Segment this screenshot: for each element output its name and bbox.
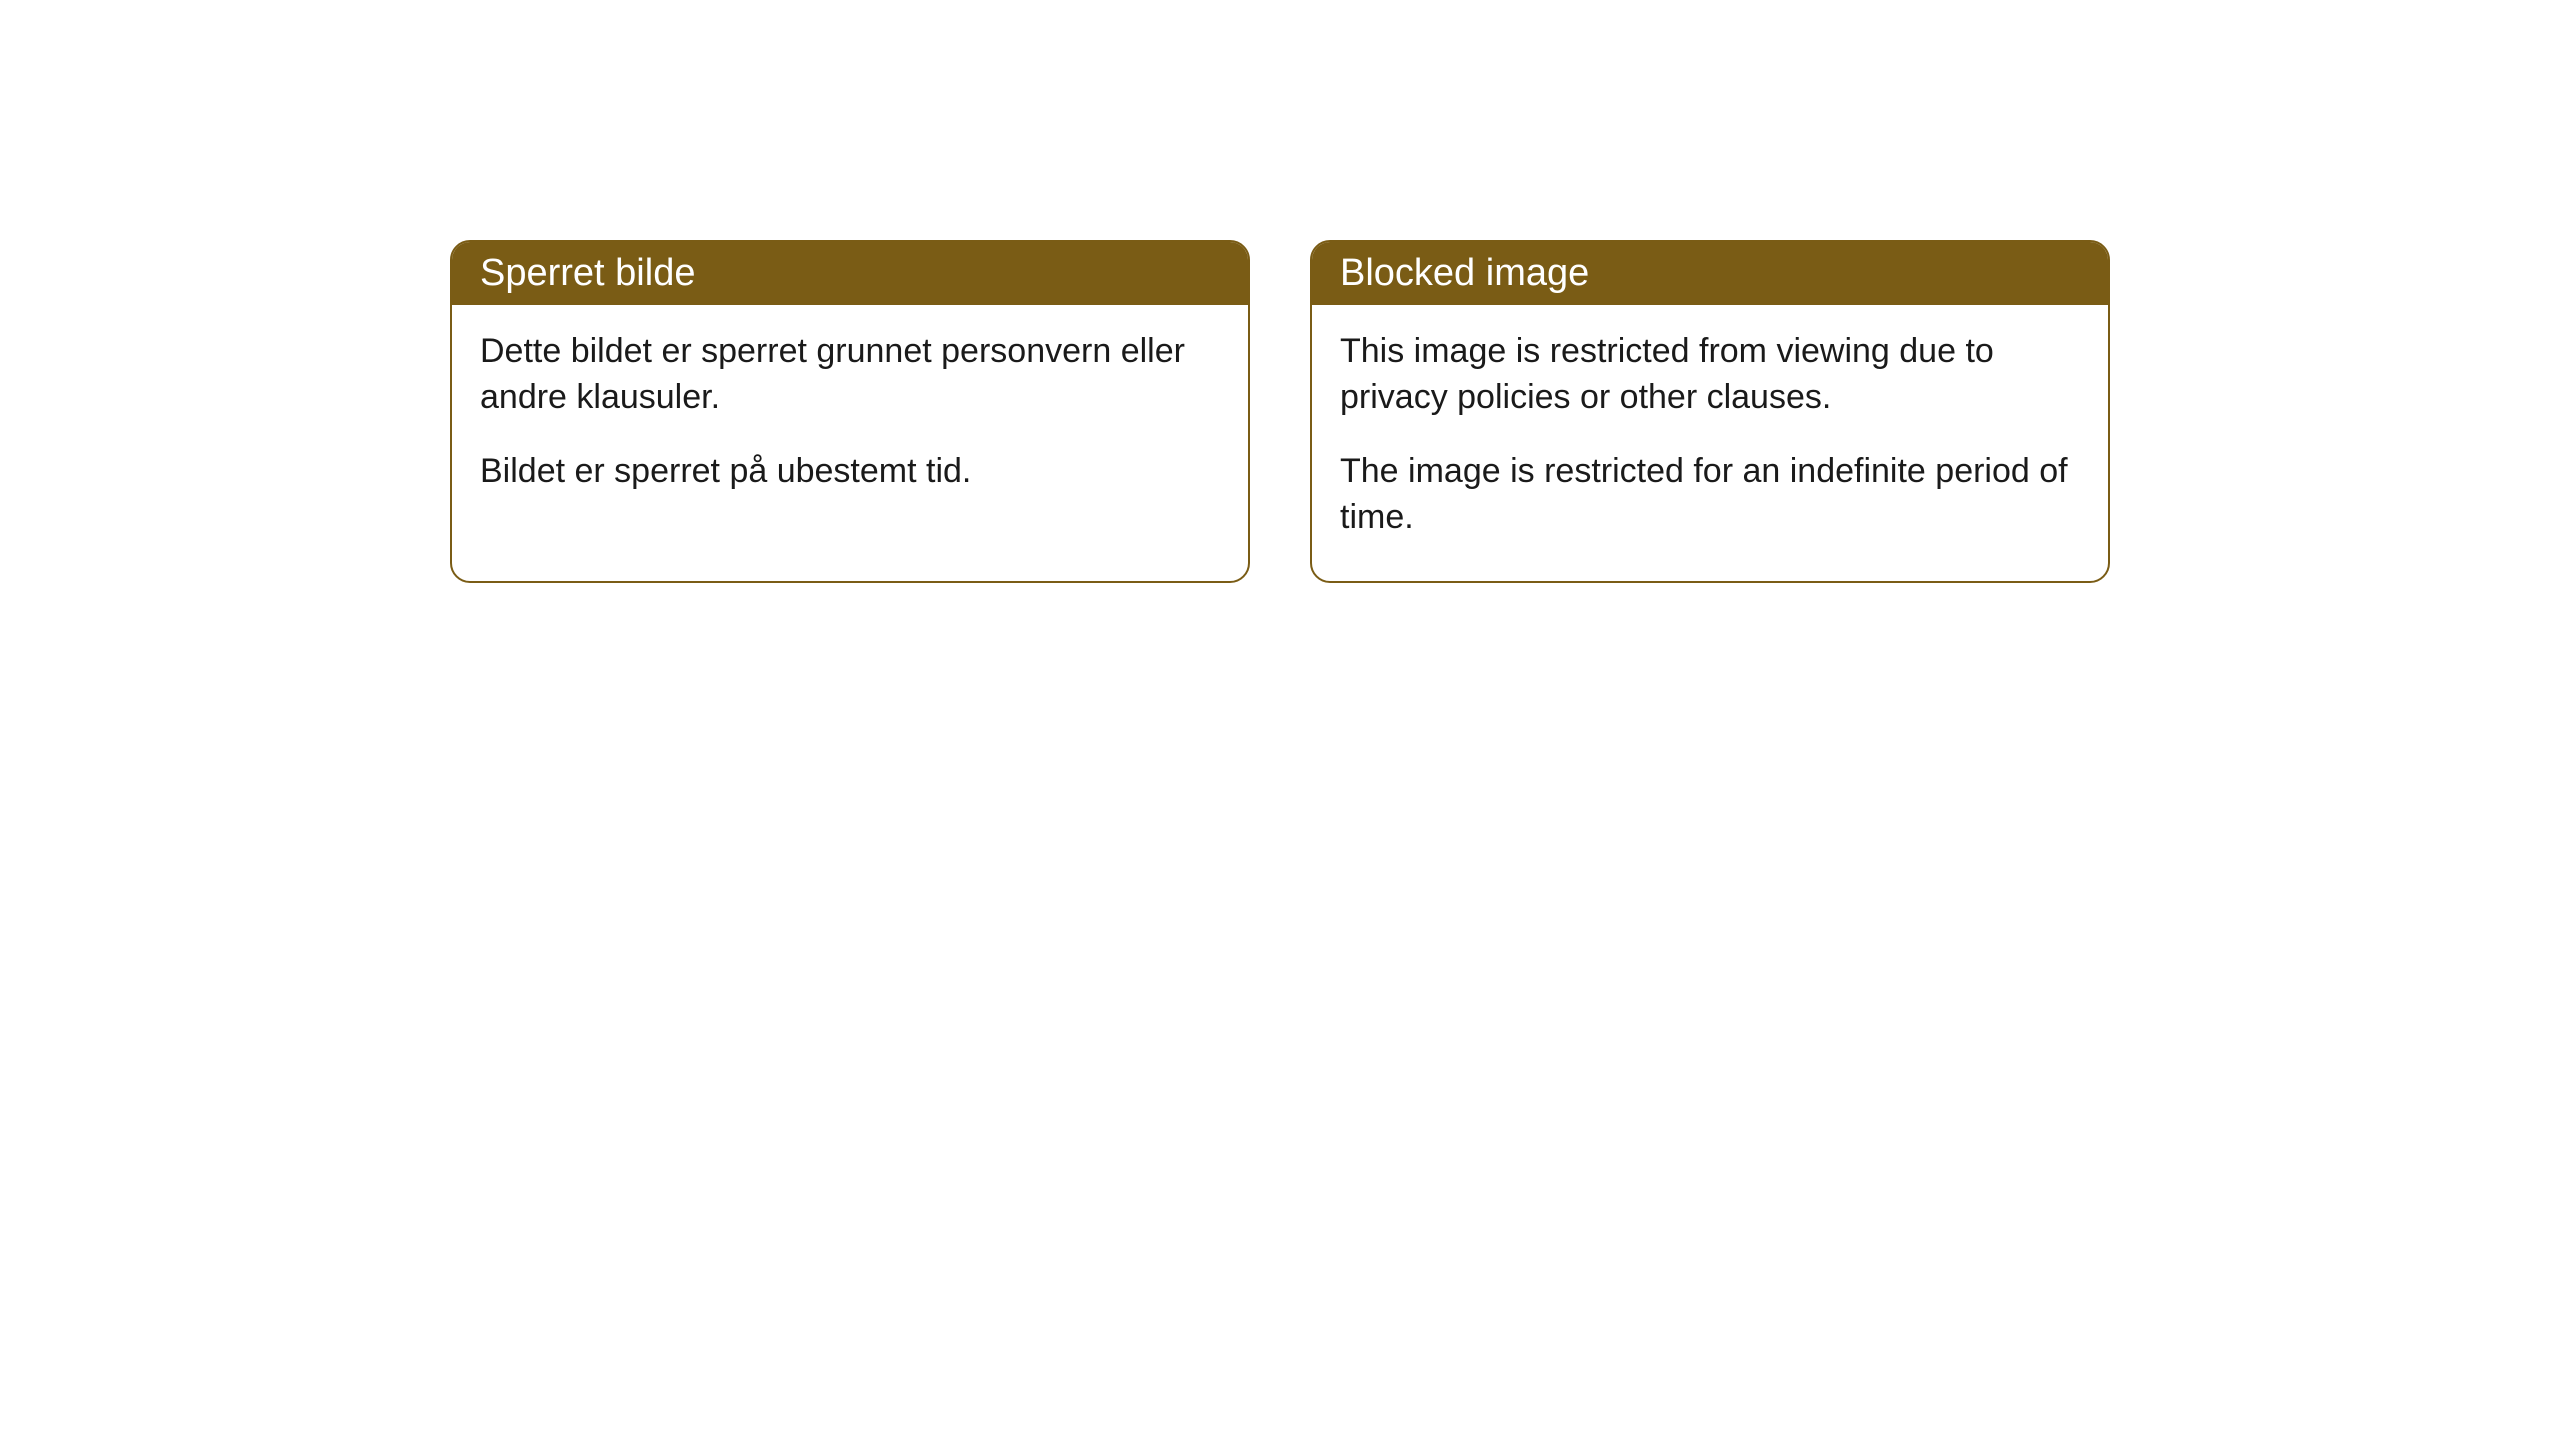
card-paragraph: Dette bildet er sperret grunnet personve… bbox=[480, 329, 1220, 421]
card-english: Blocked image This image is restricted f… bbox=[1310, 240, 2110, 583]
card-paragraph: This image is restricted from viewing du… bbox=[1340, 329, 2080, 421]
card-body-english: This image is restricted from viewing du… bbox=[1312, 305, 2108, 581]
card-norwegian: Sperret bilde Dette bildet er sperret gr… bbox=[450, 240, 1250, 583]
card-body-norwegian: Dette bildet er sperret grunnet personve… bbox=[452, 305, 1248, 535]
card-title: Blocked image bbox=[1340, 252, 1589, 294]
card-paragraph: The image is restricted for an indefinit… bbox=[1340, 449, 2080, 541]
card-paragraph: Bildet er sperret på ubestemt tid. bbox=[480, 449, 1220, 495]
card-title: Sperret bilde bbox=[480, 252, 695, 294]
cards-container: Sperret bilde Dette bildet er sperret gr… bbox=[450, 240, 2560, 583]
card-header-english: Blocked image bbox=[1312, 242, 2108, 305]
card-header-norwegian: Sperret bilde bbox=[452, 242, 1248, 305]
